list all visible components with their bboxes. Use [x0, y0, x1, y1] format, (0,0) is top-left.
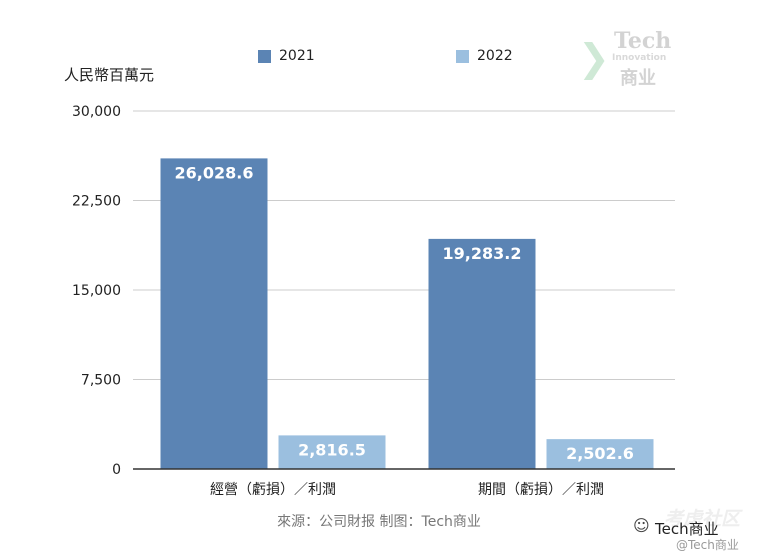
legend-label-2022: 2022: [477, 48, 513, 64]
watermark-brand-mid: Innovation: [612, 53, 667, 63]
source-note: 來源：公司財报 制图：Tech商业: [277, 514, 481, 530]
y-unit-label: 人民幣百萬元: [64, 66, 155, 84]
data-label: 26,028.6: [175, 163, 254, 182]
watermark-brand-bottom: 商业: [620, 68, 656, 89]
watermark-account-name: Tech商业: [655, 520, 719, 538]
y-tick-label: 22,500: [72, 194, 121, 210]
y-tick-label: 0: [112, 462, 121, 478]
bar: [160, 158, 268, 470]
legend-swatch-2022: [456, 50, 469, 63]
watermark-arrow-icon: ❯: [578, 36, 610, 80]
legend-swatch-2021: [258, 50, 271, 63]
y-tick-label: 7,500: [81, 373, 121, 389]
watermark-brand-top: Tech: [614, 28, 672, 54]
data-label: 19,283.2: [443, 244, 522, 263]
watermark-community: 考虑社区: [664, 508, 741, 530]
x-category-label: 期間（虧損）／利潤: [478, 482, 604, 498]
y-tick-label: 15,000: [72, 283, 121, 299]
wechat-icon: ☺: [633, 516, 650, 535]
x-category-label: 經營（虧損）／利潤: [210, 482, 336, 498]
legend-label-2021: 2021: [279, 48, 315, 64]
bar: [546, 439, 654, 469]
bar: [278, 435, 386, 469]
data-label: 2,502.6: [566, 444, 634, 463]
y-tick-label: 30,000: [72, 104, 121, 120]
watermark-account-handle: @Tech商业: [676, 538, 739, 552]
bar: [428, 238, 536, 469]
data-label: 2,816.5: [298, 440, 366, 459]
